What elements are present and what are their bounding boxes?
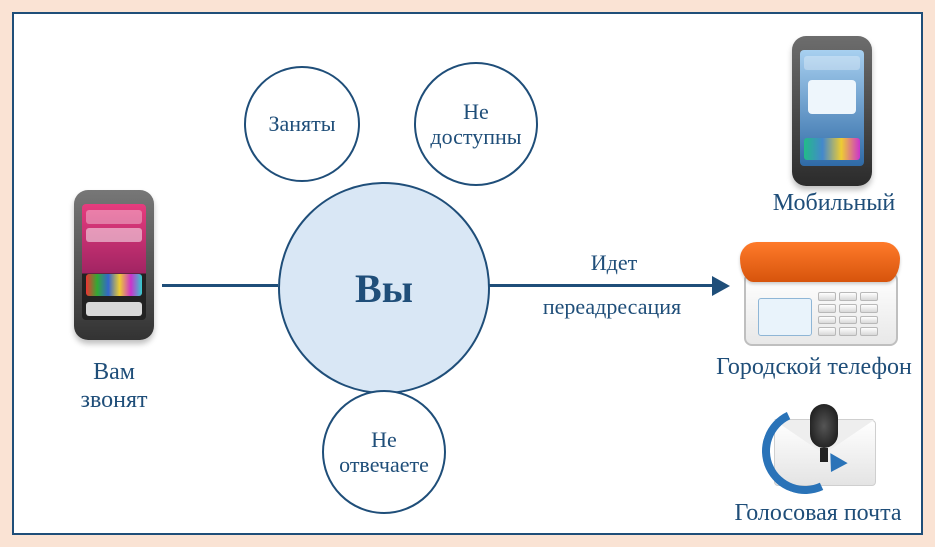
target-landline-icon — [744, 236, 894, 346]
target-landline-label: Городской телефон — [694, 354, 934, 382]
center-label: Вы — [355, 265, 413, 312]
satellite-unreachable: Не доступны — [414, 62, 538, 186]
page-background: Вы Заняты Не доступны Не отвечаете Вам з… — [0, 0, 935, 547]
connector-arrow-head — [712, 276, 730, 296]
satellite-busy-label: Заняты — [268, 111, 335, 136]
target-voicemail-icon — [764, 402, 884, 492]
satellite-noanswer-label: Не отвечаете — [339, 427, 429, 478]
target-mobile-icon — [792, 36, 872, 186]
caller-phone-icon — [74, 190, 154, 340]
satellite-busy: Заняты — [244, 66, 360, 182]
satellite-noanswer: Не отвечаете — [322, 390, 446, 514]
arrow-label-line2: переадресация — [502, 294, 722, 319]
caller-label: Вам звонят — [44, 359, 184, 414]
connector-left — [162, 284, 278, 287]
arrow-label-line1: Идет — [514, 250, 714, 275]
target-mobile-label: Мобильный — [754, 190, 914, 218]
satellite-unreachable-label: Не доступны — [430, 99, 521, 150]
target-voicemail-label: Голосовая почта — [708, 500, 928, 528]
center-node: Вы — [278, 182, 490, 394]
diagram-canvas: Вы Заняты Не доступны Не отвечаете Вам з… — [12, 12, 923, 535]
connector-arrow-line — [486, 284, 714, 287]
